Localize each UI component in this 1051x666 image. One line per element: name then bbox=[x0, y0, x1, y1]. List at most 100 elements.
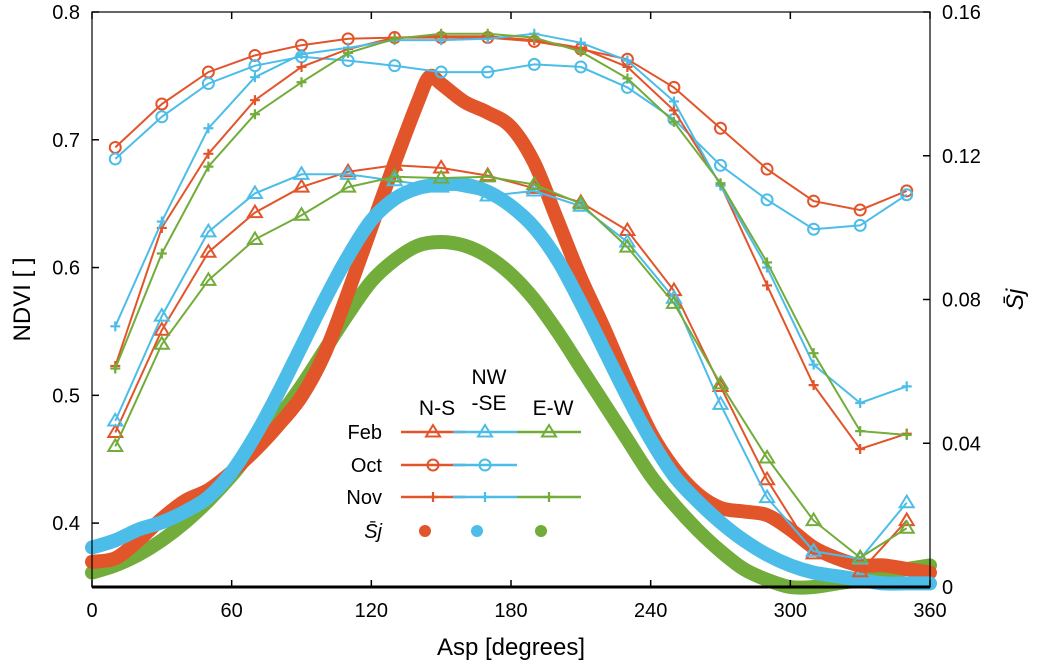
ndvi-point-nov-e-w-50 bbox=[203, 161, 214, 172]
ndvi-point-feb-n-s-90 bbox=[292, 178, 311, 193]
ndvi-point-oct-nw-se-150 bbox=[434, 65, 448, 79]
legend-header-n-s: N-S bbox=[419, 397, 455, 420]
ndvi-point-nov-n-s-250 bbox=[668, 105, 679, 116]
x-tick-label: 120 bbox=[355, 600, 388, 622]
ndvi-point-feb-e-w-250 bbox=[665, 294, 683, 309]
ndvi-point-feb-nw-se-90 bbox=[292, 165, 311, 180]
ndvi-line-feb-n-s bbox=[114, 164, 908, 573]
legend-swatch-marker bbox=[476, 423, 494, 438]
legend-sj-dot-nw-se bbox=[471, 525, 483, 537]
x-tick-label: 180 bbox=[494, 600, 527, 622]
axes-layer: 0 60 120 180 240 300 360 0.4 0.5 0.6 0.7 0.8 0 0.04 0.… bbox=[9, 2, 1029, 661]
ndvi-point-feb-e-w-110 bbox=[339, 178, 357, 193]
legend-row-label: Oct bbox=[351, 455, 383, 477]
ndvi-point-nov-e-w-270 bbox=[715, 178, 726, 189]
ndvi-point-feb-e-w-230 bbox=[618, 238, 637, 253]
ndvi-point-feb-n-s-10 bbox=[106, 423, 125, 438]
ndvi-point-feb-e-w-90 bbox=[292, 206, 311, 221]
ndvi-point-oct-nw-se-10 bbox=[108, 152, 122, 166]
ndvi-point-nov-nw-se-230 bbox=[622, 55, 633, 66]
ndvi-point-nov-e-w-30 bbox=[156, 248, 167, 259]
legend-swatch-marker bbox=[424, 423, 442, 438]
ndvi-point-feb-nw-se-50 bbox=[199, 222, 218, 238]
ndvi-point-feb-n-s-290 bbox=[758, 470, 776, 486]
y-right-tick-label: 0.04 bbox=[942, 433, 981, 455]
legend-swatch-marker bbox=[480, 492, 490, 502]
ndvi-point-oct-n-s-270 bbox=[714, 121, 727, 135]
x-tick-label: 0 bbox=[86, 600, 97, 622]
ndvi-point-oct-n-s-290 bbox=[760, 162, 774, 176]
ndvi-point-oct-n-s-250 bbox=[667, 80, 681, 94]
ndvi-point-oct-nw-se-130 bbox=[388, 59, 402, 73]
ndvi-point-feb-e-w-290 bbox=[758, 449, 776, 464]
legend-swatch-marker bbox=[478, 458, 492, 472]
y-left-tick-label: 0.7 bbox=[52, 130, 80, 152]
ndvi-point-nov-nw-se-10 bbox=[110, 321, 121, 332]
ndvi-series-layer bbox=[106, 28, 916, 578]
y-right-tick-label: 0 bbox=[942, 577, 953, 599]
legend-row-label: Nov bbox=[346, 487, 382, 509]
legend-header-e-w: E-W bbox=[533, 397, 574, 420]
ndvi-point-feb-e-w-50 bbox=[199, 271, 218, 286]
ndvi-point-feb-e-w-130 bbox=[385, 167, 404, 183]
ndvi-point-oct-nw-se-270 bbox=[714, 158, 727, 172]
legend-sj-dot-e-w bbox=[535, 525, 547, 537]
ndvi-point-feb-n-s-50 bbox=[199, 243, 218, 258]
ndvi-point-feb-e-w-330 bbox=[851, 548, 869, 564]
sj-curve-nw-se bbox=[85, 176, 937, 591]
legend-sj-dot-n-s bbox=[419, 525, 431, 537]
ndvi-line-feb-nw-se bbox=[114, 173, 908, 560]
x-axis-label: Asp [degrees] bbox=[437, 634, 585, 661]
ndvi-point-nov-e-w-190 bbox=[529, 32, 540, 43]
ndvi-point-feb-nw-se-10 bbox=[106, 411, 125, 427]
legend-row-label: Feb bbox=[348, 422, 382, 444]
ndvi-point-feb-nw-se-70 bbox=[246, 184, 264, 199]
ndvi-point-nov-n-s-330 bbox=[855, 444, 866, 454]
ndvi-point-feb-e-w-210 bbox=[572, 194, 590, 210]
ndvi-point-nov-nw-se-250 bbox=[668, 96, 679, 107]
ndvi-point-nov-e-w-110 bbox=[343, 47, 354, 58]
y-right-tick-label: 0.16 bbox=[942, 2, 981, 24]
legend-swatch-marker bbox=[426, 458, 440, 472]
ndvi-line-nov-nw-se bbox=[114, 32, 908, 405]
ndvi-line-nov-e-w bbox=[114, 32, 907, 436]
ndvi-point-feb-e-w-190 bbox=[525, 175, 544, 191]
ndvi-line-oct-n-s bbox=[114, 36, 908, 212]
ndvi-point-feb-e-w-10 bbox=[106, 437, 125, 452]
y-left-tick-label: 0.6 bbox=[52, 258, 80, 280]
ndvi-point-nov-n-s-310 bbox=[808, 380, 819, 391]
y-right-tick-label: 0.12 bbox=[942, 146, 981, 168]
ndvi-point-nov-e-w-350 bbox=[901, 429, 912, 440]
ndvi-point-nov-n-s-70 bbox=[249, 95, 260, 106]
ndvi-point-feb-n-s-350 bbox=[897, 511, 916, 527]
ndvi-point-oct-n-s-330 bbox=[853, 203, 867, 217]
ndvi-point-nov-nw-se-30 bbox=[156, 216, 167, 227]
ndvi-point-nov-e-w-70 bbox=[249, 109, 260, 120]
ndvi-point-feb-n-s-30 bbox=[153, 321, 171, 336]
ndvi-point-nov-nw-se-330 bbox=[855, 398, 866, 408]
ndvi-point-oct-n-s-10 bbox=[108, 140, 122, 154]
ndvi-point-oct-nw-se-350 bbox=[900, 188, 914, 202]
ndvi-point-feb-nw-se-350 bbox=[897, 493, 916, 509]
ndvi-point-nov-e-w-90 bbox=[296, 77, 307, 88]
ndvi-point-nov-e-w-10 bbox=[110, 363, 121, 374]
ndvi-point-feb-n-s-70 bbox=[246, 203, 264, 219]
legend-swatch-marker bbox=[540, 423, 558, 438]
legend-swatch-marker bbox=[428, 492, 438, 502]
y-left-tick-label: 0.4 bbox=[52, 513, 80, 535]
ndvi-point-feb-nw-se-270 bbox=[711, 395, 730, 410]
y-left-tick-label: 0.5 bbox=[52, 385, 80, 407]
ndvi-line-oct-nw-se bbox=[114, 55, 908, 231]
ndvi-point-nov-nw-se-350 bbox=[901, 381, 912, 392]
x-tick-label: 240 bbox=[634, 600, 667, 622]
ndvi-point-feb-nw-se-30 bbox=[153, 307, 171, 322]
ndvi-point-oct-n-s-350 bbox=[900, 184, 914, 198]
ndvi-point-oct-nw-se-210 bbox=[574, 60, 588, 74]
ndvi-point-feb-e-w-150 bbox=[432, 169, 450, 184]
ndvi-point-nov-e-w-130 bbox=[389, 33, 400, 44]
ndvi-point-feb-e-w-310 bbox=[804, 511, 823, 527]
ndvi-point-feb-n-s-110 bbox=[339, 162, 357, 178]
ndvi-point-oct-nw-se-290 bbox=[760, 193, 774, 207]
y-left-tick-label: 0.8 bbox=[52, 2, 80, 24]
legend-header-nw-se: NW -SE bbox=[471, 366, 506, 415]
